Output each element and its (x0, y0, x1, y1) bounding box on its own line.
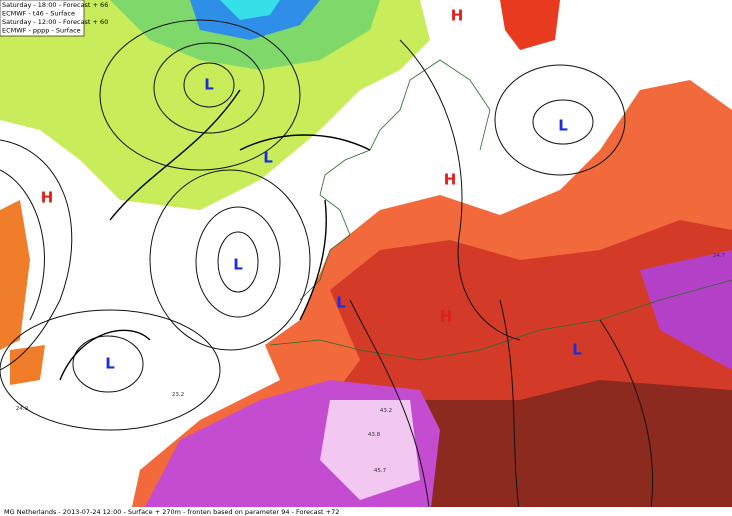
contour-label: 43.8 (368, 432, 381, 438)
low-pressure-label: L (558, 117, 568, 135)
header-line: Saturday - 12:00 - Forecast + 60 (2, 18, 108, 26)
footer-text: MG Netherlands - 2013-07-24 12:00 - Surf… (4, 508, 339, 516)
contour-label: 24.9 (16, 406, 29, 412)
coastline (299, 59, 491, 301)
header-line: ECMWF - pppp - Surface (2, 27, 81, 35)
temp-field-magenta-east (640, 250, 732, 370)
temp-field-darkred (420, 380, 732, 516)
coastline (269, 279, 732, 361)
footer-bar (0, 507, 732, 516)
temp-field-cyan (220, 0, 280, 20)
contour-label: 43.2 (380, 408, 392, 414)
front (299, 199, 327, 321)
header-line: ECMWF - t46 - Surface (2, 10, 75, 18)
low-pressure-label: L (263, 149, 273, 167)
high-pressure-label: H (451, 7, 464, 25)
front (109, 89, 241, 221)
temp-field-blue (190, 0, 320, 40)
high-pressure-label: H (444, 171, 457, 189)
high-pressure-label: H (440, 308, 453, 326)
temp-field-pink (320, 400, 420, 500)
high-pressure-label: H (41, 189, 54, 207)
contour-label: 45.7 (374, 468, 387, 474)
contour-label: 24.7 (713, 253, 726, 259)
low-pressure-label: L (336, 294, 346, 312)
temp-field-orange-west (0, 200, 30, 350)
temp-field-red-north (500, 0, 560, 50)
front (59, 329, 151, 381)
temp-field-orange-sw (10, 345, 45, 385)
isobars (0, 19, 653, 516)
contour-label: 23.2 (172, 392, 184, 398)
header-box (0, 0, 85, 37)
low-pressure-label: L (105, 355, 115, 373)
front (239, 134, 371, 151)
low-pressure-label: L (204, 76, 214, 94)
low-pressure-label: L (572, 341, 582, 359)
header-line: Saturday - 18:00 - Forecast + 66 (2, 1, 108, 9)
low-pressure-label: L (233, 256, 243, 274)
